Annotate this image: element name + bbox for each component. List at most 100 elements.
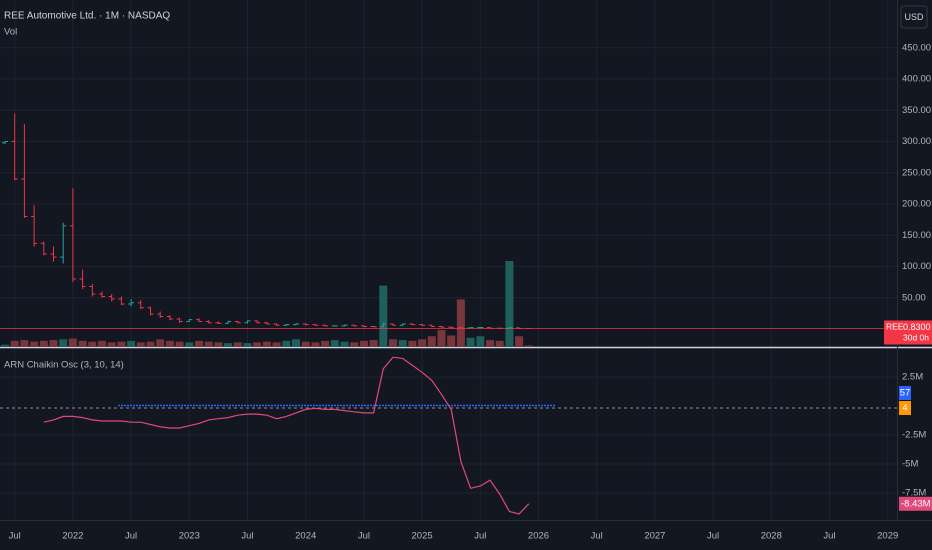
ohlc-bar (137, 300, 144, 309)
volume-bar (418, 339, 427, 347)
ohlc-bar (186, 319, 193, 323)
ohlc-bar (351, 324, 358, 327)
volume-bar (505, 261, 514, 347)
ohlc-bar (516, 327, 523, 329)
volume-bar (204, 341, 213, 347)
volume-bar (495, 340, 504, 347)
price-symbol: REE (886, 322, 904, 332)
ohlc-bar (487, 327, 493, 329)
ohlc-bar (293, 323, 299, 326)
volume-bar (427, 336, 436, 347)
ohlc-bar (99, 291, 105, 298)
volume-bar (243, 343, 252, 347)
x-tick-label: 2022 (62, 531, 83, 542)
volume-bar (175, 341, 184, 347)
y-tick-label: 200.00 (902, 199, 931, 210)
volume-bar (466, 337, 475, 347)
currency[interactable]: USD (904, 12, 924, 22)
volume-bar (311, 342, 320, 347)
volume-bar (10, 340, 19, 347)
volume-bar (224, 343, 233, 347)
y-tick-label: 50.00 (902, 292, 926, 303)
ohlc-bar (331, 325, 338, 327)
ohlc-bar (263, 322, 270, 325)
marks (0, 113, 897, 515)
volume-bar (456, 299, 465, 347)
ohlc-bar (176, 317, 183, 323)
ohlc-bar (438, 325, 445, 328)
volume-bar (39, 340, 48, 347)
ohlc-bar (428, 324, 435, 328)
ohlc-bar (360, 325, 367, 328)
ohlc-bar (79, 269, 86, 289)
volume-bar (350, 342, 359, 347)
ohlc-bar (409, 323, 416, 326)
volume-bar (408, 340, 417, 347)
ohlc-bar (147, 306, 154, 316)
x-tick-label: 2026 (528, 531, 549, 542)
ohlc-bar (234, 320, 241, 324)
volume-bar (233, 342, 242, 347)
volume-bar (447, 335, 456, 347)
volume-bar (301, 341, 310, 347)
ohlc-bar (11, 113, 18, 181)
volume-bar (195, 340, 203, 347)
volume-bar (515, 336, 524, 347)
ohlc-bar (166, 315, 173, 321)
y-tick-label: -2.5M (902, 429, 926, 440)
ohlc-bar (89, 284, 96, 297)
ohlc-bar (283, 324, 290, 326)
y-tick-label: 250.00 (902, 167, 931, 178)
ohlc-bar (196, 318, 202, 323)
volume-bar (146, 341, 155, 347)
currency-button[interactable] (900, 5, 928, 29)
ohlc-bar (448, 326, 455, 329)
ohlc-bar (390, 323, 396, 326)
volume-bar (292, 339, 300, 347)
volume-bar (185, 342, 194, 347)
volume-label: Vol (4, 27, 17, 38)
volume-bar (398, 340, 407, 347)
last-value-label: -8.43M (901, 498, 931, 509)
ohlc-bar (31, 205, 38, 247)
y-tick-label: 2.5M (902, 371, 923, 382)
ohlc-bar (128, 299, 135, 307)
volume-bar (20, 340, 29, 347)
ohlc-bar (60, 222, 67, 264)
ohlc-bar (399, 323, 406, 326)
volume-bar (136, 342, 145, 347)
ohlc-bar (273, 323, 280, 326)
y-tick-label: 350.00 (902, 105, 931, 116)
indicator-title: ARN Chaikin Osc (3, 10, 14) (4, 360, 124, 371)
y-tick-label: 100.00 (902, 261, 931, 272)
ohlc-bar (21, 124, 28, 218)
ohlc-bar (215, 321, 222, 324)
volume-bar (1, 344, 9, 347)
price-badge (884, 320, 932, 345)
ohlc-bar (312, 324, 319, 326)
x-tick-label: Jul (241, 531, 253, 542)
volume-bar (330, 340, 339, 347)
x-tick-label: 2029 (877, 531, 898, 542)
volume-bar (379, 285, 388, 347)
ohlc-bar (506, 327, 513, 329)
x-tick-label: Jul (358, 531, 370, 542)
x-tick-label: 2025 (412, 531, 433, 542)
volume-bar (107, 342, 116, 347)
y-tick-label: 400.00 (902, 74, 931, 85)
ohlc-bar (380, 322, 387, 328)
indicator-badge-label: 4 (902, 403, 907, 414)
volume-bar (59, 339, 68, 347)
volume-bar (262, 341, 271, 347)
price-value: 0.8300 (903, 322, 931, 332)
indicator-badge (899, 386, 911, 400)
x-tick-label: Jul (707, 531, 719, 542)
volume-bar (437, 330, 446, 347)
x-tick-label: Jul (9, 531, 21, 542)
x-tick-label: 2027 (644, 531, 665, 542)
volume-bar (88, 341, 97, 347)
ohlc-bar (322, 324, 329, 327)
volume-bar (321, 340, 330, 347)
ohlc-bar (302, 323, 309, 326)
